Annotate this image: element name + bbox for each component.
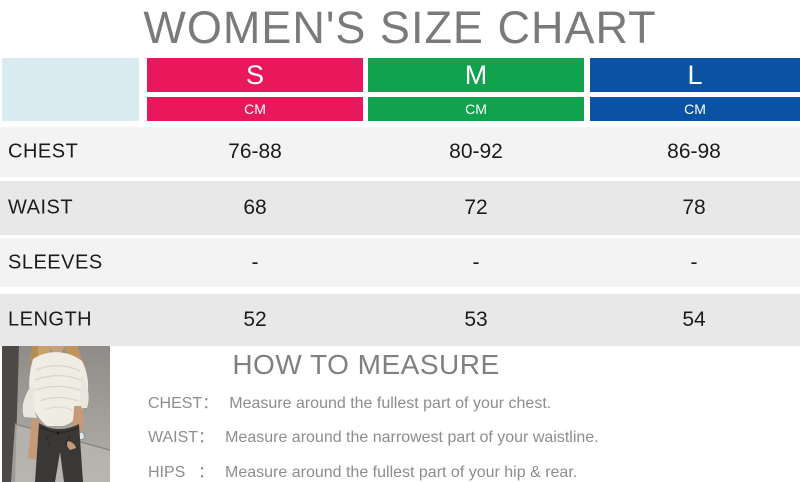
table-row-chest: CHEST 76-88 80-92 86-98 xyxy=(0,127,800,177)
chest-value-l: 86-98 xyxy=(667,140,721,163)
sleeves-value-s: - xyxy=(251,250,259,274)
measure-colon: ： xyxy=(198,464,215,481)
row-label-waist: WAIST xyxy=(8,196,74,219)
row-label-chest: CHEST xyxy=(8,140,79,163)
table-corner-cell xyxy=(2,58,139,121)
length-value-l: 54 xyxy=(682,308,706,331)
measure-label-waist: WAIST xyxy=(148,429,199,446)
measure-line-chest: CHEST： Measure around the fullest part of… xyxy=(148,389,788,413)
waist-value-s: 68 xyxy=(243,196,267,219)
measure-text-waist: Measure around the narrowest part of you… xyxy=(225,429,599,446)
table-row-waist: WAIST 68 72 78 xyxy=(0,181,800,235)
waist-value-l: 78 xyxy=(682,196,706,219)
row-label-length: LENGTH xyxy=(8,308,93,331)
page-title: WOMEN'S SIZE CHART xyxy=(143,2,657,53)
column-header-l: L xyxy=(590,58,800,92)
waist-value-m: 72 xyxy=(464,196,488,219)
length-value-s: 52 xyxy=(243,308,267,331)
length-value-m: 53 xyxy=(464,308,488,331)
unit-header-s: CM xyxy=(147,97,363,121)
measure-line-waist: WAIST： Measure around the narrowest part … xyxy=(148,423,788,447)
column-header-m: M xyxy=(368,58,584,92)
sleeves-value-m: - xyxy=(472,250,480,274)
measure-colon: ： xyxy=(202,395,219,412)
measure-line-hips: HIPS ： Measure around the fullest part of … xyxy=(148,458,788,482)
measure-text-chest: Measure around the fullest part of your … xyxy=(229,395,552,412)
measure-label-hips: HIPS xyxy=(148,464,186,481)
chest-value-m: 80-92 xyxy=(449,140,503,163)
unit-header-m: CM xyxy=(368,97,584,121)
sleeves-value-l: - xyxy=(690,250,698,274)
table-row-length: LENGTH 52 53 54 xyxy=(0,294,800,346)
chest-value-s: 76-88 xyxy=(228,140,282,163)
column-header-s: S xyxy=(147,58,363,92)
table-row-sleeves: SLEEVES - - - xyxy=(0,238,800,287)
measure-label-chest: CHEST xyxy=(148,395,203,412)
unit-header-l: CM xyxy=(590,97,800,121)
measure-colon: ： xyxy=(198,429,215,446)
model-photo xyxy=(2,346,110,482)
measure-text-hips: Measure around the fullest part of your … xyxy=(225,464,578,481)
row-label-sleeves: SLEEVES xyxy=(8,251,103,273)
how-to-measure-title: HOW TO MEASURE xyxy=(232,349,500,380)
